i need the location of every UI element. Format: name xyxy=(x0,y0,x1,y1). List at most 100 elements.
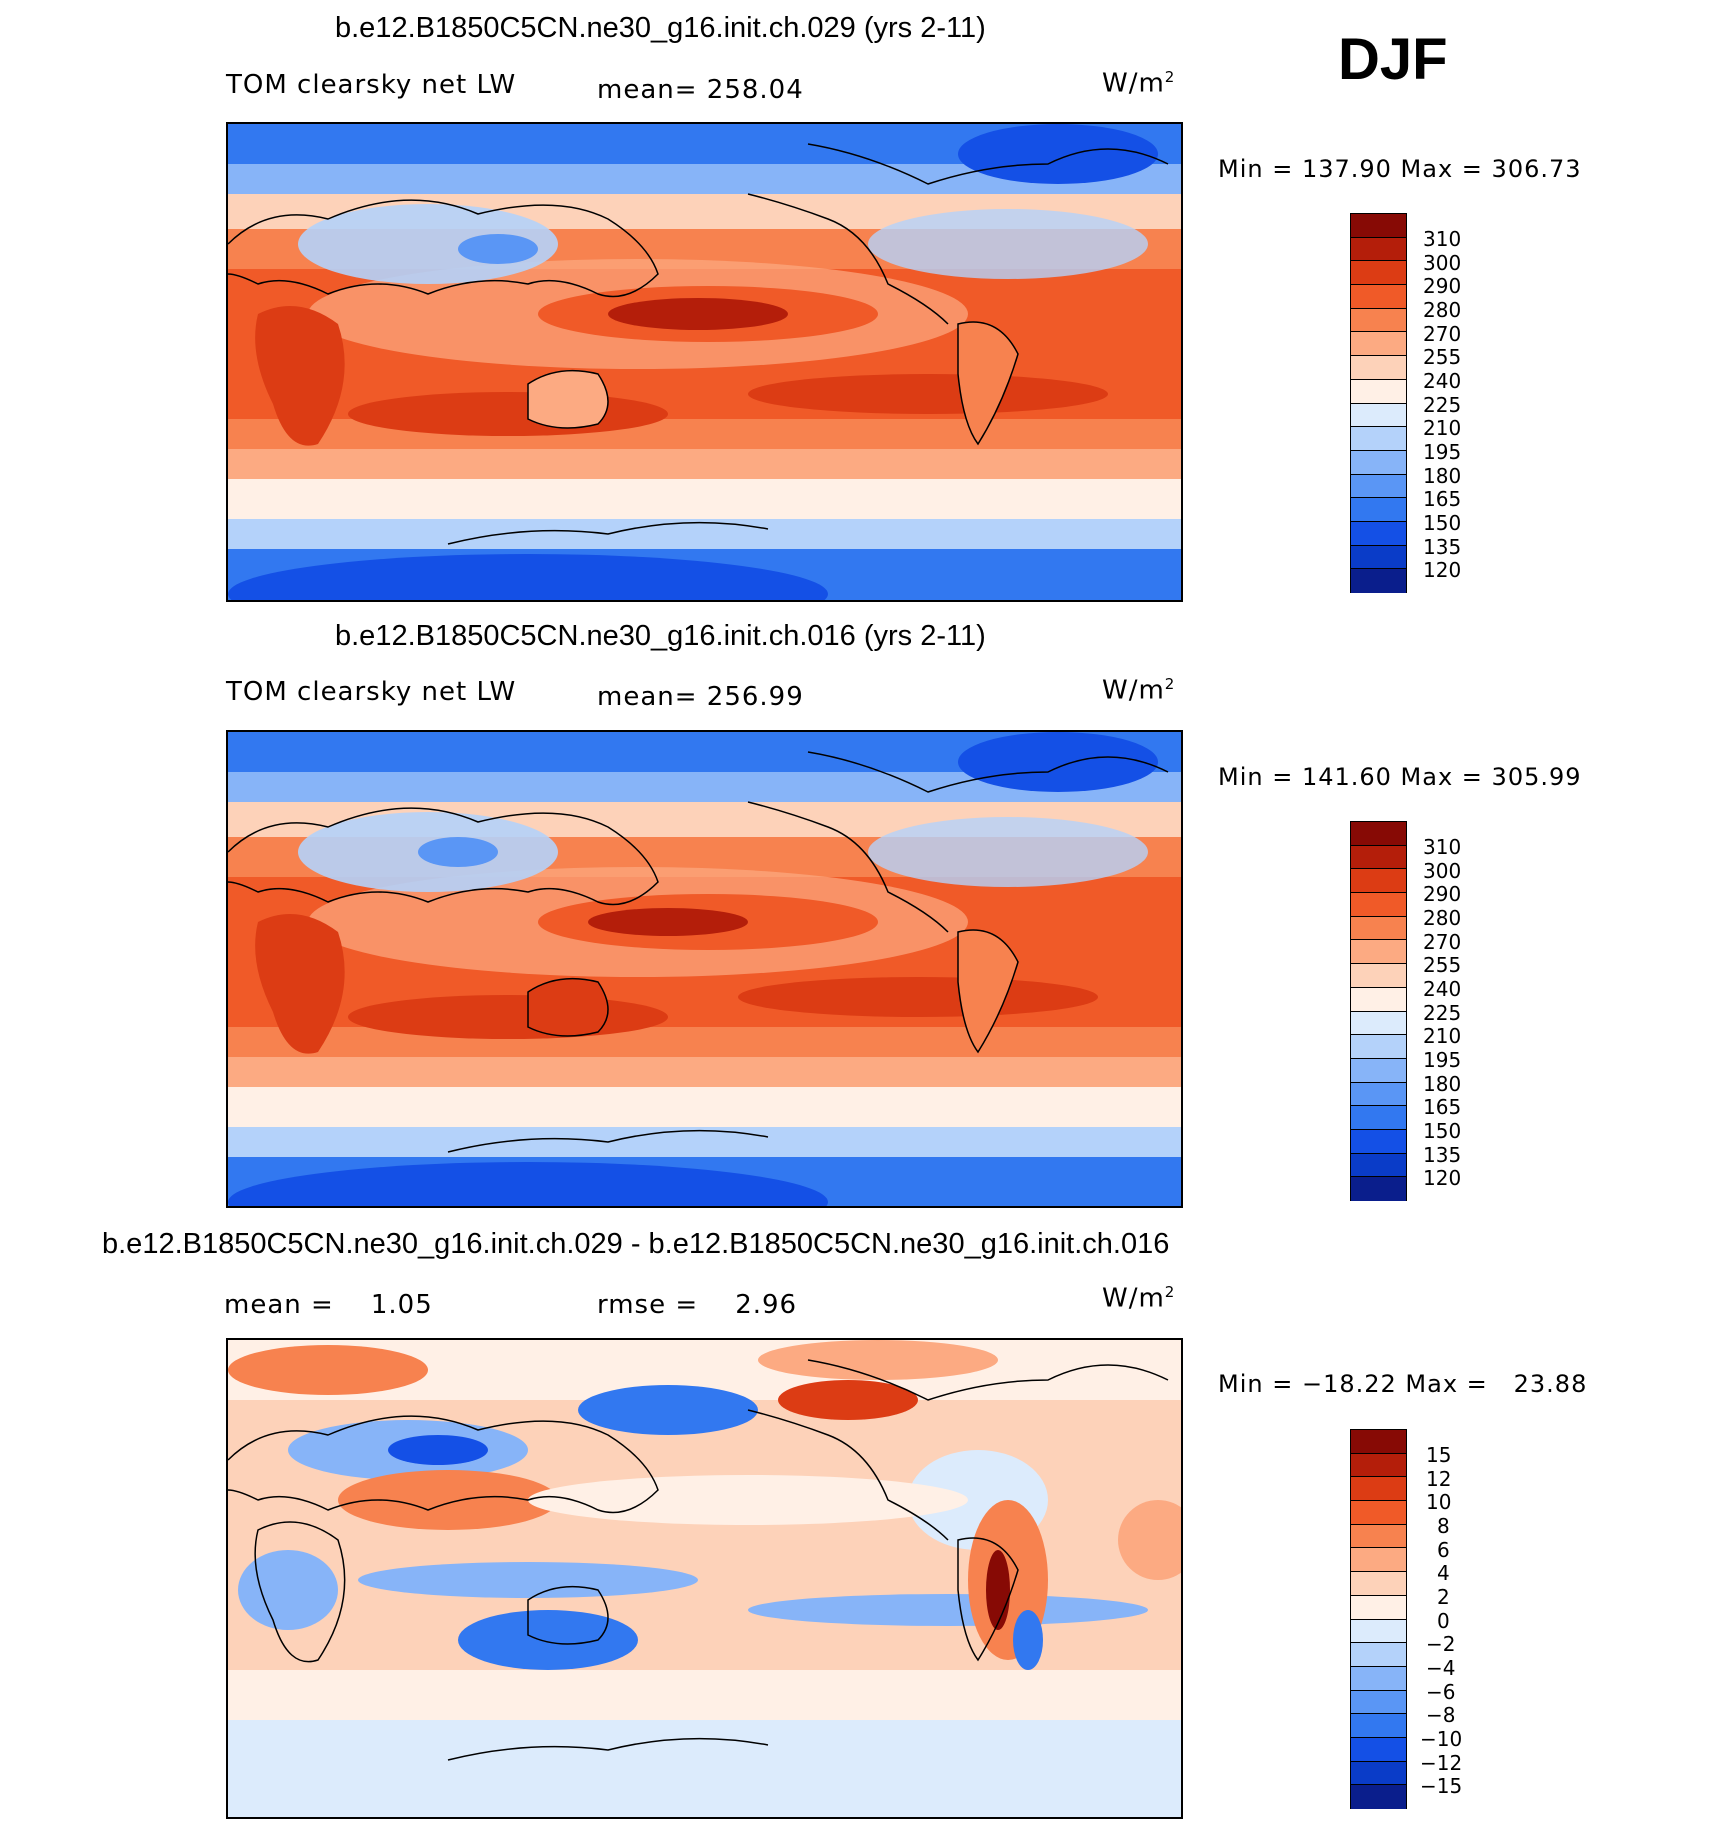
colorbar-tick-label: 12 xyxy=(1426,1467,1452,1491)
colorbar-box xyxy=(1351,1430,1406,1454)
panel-2-map xyxy=(226,730,1183,1208)
colorbar-tick-label: 310 xyxy=(1423,227,1462,251)
panel-1-colorbar xyxy=(1350,213,1407,593)
colorbar-box xyxy=(1351,403,1406,428)
panel-2-units: W/m2 xyxy=(1102,675,1176,706)
panel-1-units: W/m2 xyxy=(1102,68,1176,99)
colorbar-tick-label: 225 xyxy=(1423,1001,1462,1025)
panel-2-field xyxy=(228,732,1181,1206)
colorbar-tick-label: 240 xyxy=(1423,977,1462,1001)
colorbar-tick-label: 2 xyxy=(1437,1585,1450,1609)
colorbar-box xyxy=(1351,1761,1406,1786)
panel-1-mean-label: mean= 258.04 xyxy=(597,75,804,105)
colorbar-tick-label: −4 xyxy=(1426,1656,1456,1680)
colorbar-box xyxy=(1351,893,1406,917)
colorbar-tick-label: 4 xyxy=(1437,1561,1450,1585)
colorbar-tick-label: 255 xyxy=(1423,345,1462,369)
panel-3-rmse-label: rmse = 2.96 xyxy=(597,1290,798,1320)
colorbar-tick-label: 10 xyxy=(1426,1490,1452,1514)
colorbar-box xyxy=(1351,940,1406,965)
colorbar-tick-label: 0 xyxy=(1437,1609,1450,1633)
colorbar-tick-label: −10 xyxy=(1420,1727,1463,1751)
panel-1-field xyxy=(228,124,1181,600)
panel-3-colorbar xyxy=(1350,1429,1407,1809)
panel-3-field xyxy=(228,1340,1181,1817)
colorbar-box xyxy=(1351,1666,1406,1691)
colorbar-box xyxy=(1351,822,1406,846)
colorbar-box xyxy=(1351,1011,1406,1036)
colorbar-box xyxy=(1351,1453,1406,1478)
colorbar-tick-label: 165 xyxy=(1423,1095,1462,1119)
colorbar-box xyxy=(1351,1690,1406,1715)
colorbar-box xyxy=(1351,545,1406,570)
colorbar-tick-label: 290 xyxy=(1423,274,1462,298)
colorbar-box xyxy=(1351,1477,1406,1502)
colorbar-box xyxy=(1351,1129,1406,1154)
colorbar-box xyxy=(1351,332,1406,357)
colorbar-box xyxy=(1351,1737,1406,1762)
colorbar-tick-label: 255 xyxy=(1423,953,1462,977)
colorbar-box xyxy=(1351,261,1406,286)
colorbar-tick-label: 210 xyxy=(1423,416,1462,440)
colorbar-tick-label: 270 xyxy=(1423,322,1462,346)
colorbar-box xyxy=(1351,237,1406,262)
panel-3-mean-label: mean = 1.05 xyxy=(224,1290,433,1320)
colorbar-box xyxy=(1351,1714,1406,1738)
colorbar-box xyxy=(1351,1524,1406,1549)
panel-2-mean-label: mean= 256.99 xyxy=(597,682,804,712)
colorbar-tick-label: 240 xyxy=(1423,369,1462,393)
colorbar-tick-label: 165 xyxy=(1423,487,1462,511)
colorbar-tick-label: −15 xyxy=(1420,1774,1463,1798)
panel-2-title: b.e12.B1850C5CN.ne30_g16.init.ch.016 (yr… xyxy=(335,620,986,652)
colorbar-box xyxy=(1351,1058,1406,1083)
colorbar-tick-label: 300 xyxy=(1423,251,1462,275)
colorbar-tick-label: 135 xyxy=(1423,1143,1462,1167)
colorbar-tick-label: 310 xyxy=(1423,835,1462,859)
colorbar-box xyxy=(1351,1082,1406,1107)
colorbar-box xyxy=(1351,285,1406,309)
colorbar-box xyxy=(1351,869,1406,894)
colorbar-box xyxy=(1351,214,1406,238)
colorbar-box xyxy=(1351,450,1406,475)
colorbar-tick-label: 195 xyxy=(1423,1048,1462,1072)
colorbar-tick-label: 8 xyxy=(1437,1514,1450,1538)
colorbar-box xyxy=(1351,1035,1406,1059)
colorbar-tick-label: 270 xyxy=(1423,930,1462,954)
colorbar-tick-label: −8 xyxy=(1426,1703,1456,1727)
panel-3-minmax: Min = −18.22 Max = 23.88 xyxy=(1218,1370,1588,1398)
colorbar-tick-label: 150 xyxy=(1423,1119,1462,1143)
colorbar-tick-label: 120 xyxy=(1423,558,1462,582)
colorbar-box xyxy=(1351,356,1406,380)
colorbar-box xyxy=(1351,1619,1406,1644)
panel-3-units: W/m2 xyxy=(1102,1283,1176,1314)
panel-3-title: b.e12.B1850C5CN.ne30_g16.init.ch.029 - b… xyxy=(102,1228,1170,1260)
colorbar-box xyxy=(1351,1572,1406,1596)
colorbar-tick-label: −2 xyxy=(1426,1632,1456,1656)
colorbar-tick-label: −12 xyxy=(1420,1751,1463,1775)
colorbar-tick-label: −6 xyxy=(1426,1680,1456,1704)
colorbar-box xyxy=(1351,1177,1406,1201)
colorbar-tick-label: 280 xyxy=(1423,298,1462,322)
colorbar-box xyxy=(1351,498,1406,522)
panel-1-map xyxy=(226,122,1183,602)
colorbar-tick-label: 300 xyxy=(1423,859,1462,883)
colorbar-tick-label: 180 xyxy=(1423,1072,1462,1096)
panel-1-variable-label: TOM clearsky net LW xyxy=(226,70,517,100)
colorbar-box xyxy=(1351,1548,1406,1573)
colorbar-box xyxy=(1351,379,1406,404)
colorbar-box xyxy=(1351,1595,1406,1620)
colorbar-tick-label: 180 xyxy=(1423,464,1462,488)
colorbar-tick-label: 120 xyxy=(1423,1166,1462,1190)
panel-2-minmax: Min = 141.60 Max = 305.99 xyxy=(1218,763,1582,791)
colorbar-box xyxy=(1351,521,1406,546)
colorbar-tick-label: 225 xyxy=(1423,393,1462,417)
colorbar-box xyxy=(1351,1785,1406,1809)
colorbar-tick-label: 290 xyxy=(1423,882,1462,906)
colorbar-box xyxy=(1351,569,1406,593)
panel-1-title: b.e12.B1850C5CN.ne30_g16.init.ch.029 (yr… xyxy=(335,12,986,44)
colorbar-box xyxy=(1351,308,1406,333)
panel-2-colorbar xyxy=(1350,821,1407,1201)
panel-2-variable-label: TOM clearsky net LW xyxy=(226,677,517,707)
colorbar-tick-label: 280 xyxy=(1423,906,1462,930)
colorbar-tick-label: 150 xyxy=(1423,511,1462,535)
